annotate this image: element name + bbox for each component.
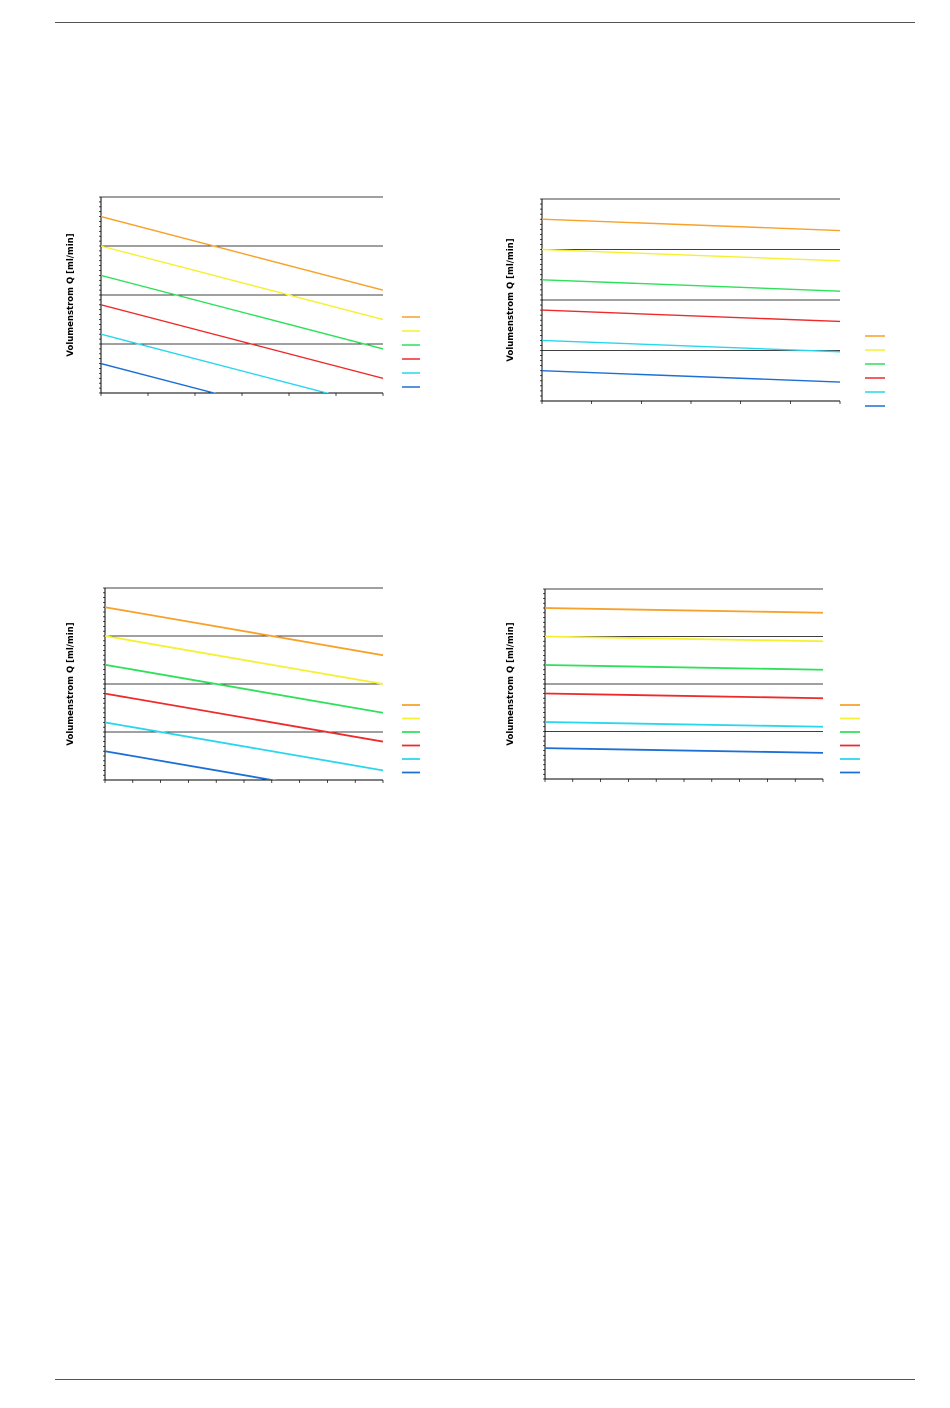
series-line-2	[101, 245, 383, 321]
series-line-4	[101, 304, 383, 379]
series-line-6	[542, 370, 840, 383]
chart-bottom-right: Volumenstrom Q [ml/min]	[506, 588, 860, 782]
series-line-3	[542, 279, 840, 292]
footer-rule	[55, 1379, 915, 1380]
y-axis-label: Volumenstrom Q [ml/min]	[66, 622, 76, 745]
series-line-6	[545, 747, 823, 754]
series-line-5	[542, 339, 840, 353]
series-line-1	[105, 606, 383, 657]
series-line-5	[545, 721, 823, 728]
series-line-3	[101, 274, 383, 350]
series-line-3	[105, 663, 383, 714]
series-line-1	[545, 607, 823, 614]
chart-bottom-left: Volumenstrom Q [ml/min]	[66, 587, 420, 783]
series-line-4	[105, 692, 383, 743]
series-line-3	[545, 664, 823, 671]
y-axis-label: Volumenstrom Q [ml/min]	[66, 233, 76, 356]
y-axis-label: Volumenstrom Q [ml/min]	[506, 622, 516, 745]
chart-top-left: Volumenstrom Q [ml/min]	[66, 196, 420, 396]
series-line-6	[101, 362, 217, 393]
series-line-1	[101, 215, 383, 291]
y-axis-label: Volumenstrom Q [ml/min]	[506, 238, 516, 361]
series-line-5	[105, 721, 383, 772]
series-line-4	[542, 309, 840, 323]
series-line-4	[545, 692, 823, 700]
series-line-1	[542, 218, 840, 232]
header-rule	[55, 22, 915, 23]
series-line-2	[542, 248, 840, 262]
series-line-2	[545, 635, 823, 643]
chart-top-right: Volumenstrom Q [ml/min]	[506, 198, 885, 407]
series-line-5	[101, 333, 330, 393]
series-line-6	[105, 750, 278, 780]
series-line-2	[105, 635, 383, 685]
